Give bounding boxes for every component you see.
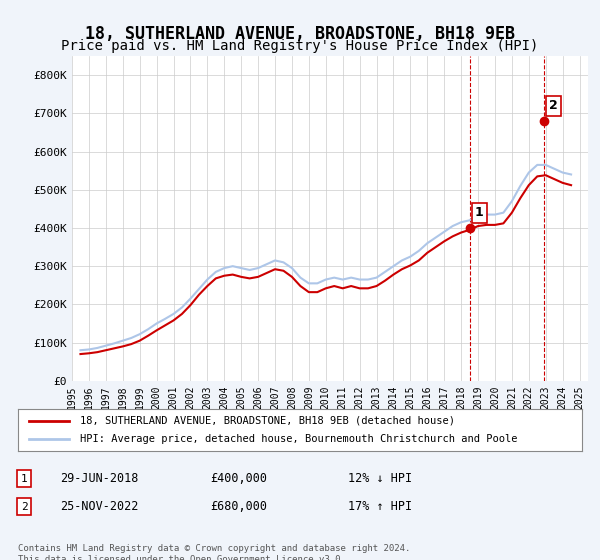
Text: 18, SUTHERLAND AVENUE, BROADSTONE, BH18 9EB: 18, SUTHERLAND AVENUE, BROADSTONE, BH18 … (85, 25, 515, 43)
Text: 12% ↓ HPI: 12% ↓ HPI (348, 472, 412, 486)
Text: 18, SUTHERLAND AVENUE, BROADSTONE, BH18 9EB (detached house): 18, SUTHERLAND AVENUE, BROADSTONE, BH18 … (80, 416, 455, 426)
Text: £400,000: £400,000 (210, 472, 267, 486)
Text: Contains HM Land Registry data © Crown copyright and database right 2024.
This d: Contains HM Land Registry data © Crown c… (18, 544, 410, 560)
Text: 1: 1 (20, 474, 28, 484)
Text: HPI: Average price, detached house, Bournemouth Christchurch and Poole: HPI: Average price, detached house, Bour… (80, 434, 518, 444)
Text: 25-NOV-2022: 25-NOV-2022 (60, 500, 139, 514)
Text: Price paid vs. HM Land Registry's House Price Index (HPI): Price paid vs. HM Land Registry's House … (61, 39, 539, 53)
Text: 1: 1 (475, 207, 484, 220)
Text: 29-JUN-2018: 29-JUN-2018 (60, 472, 139, 486)
Text: £680,000: £680,000 (210, 500, 267, 514)
Text: 17% ↑ HPI: 17% ↑ HPI (348, 500, 412, 514)
Text: 2: 2 (20, 502, 28, 512)
Text: 2: 2 (549, 100, 558, 113)
